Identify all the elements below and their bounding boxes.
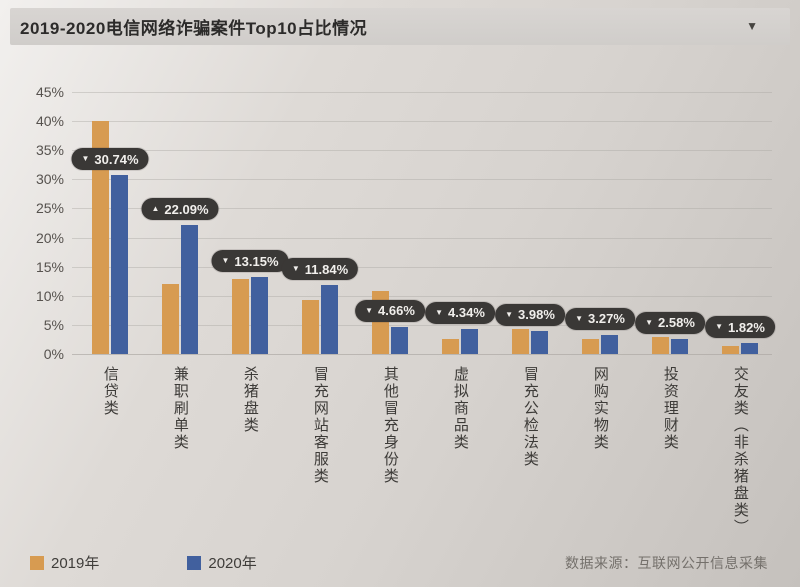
value-label-pill: ▼ 4.66%	[355, 299, 425, 322]
down-triangle-icon: ▼	[81, 154, 90, 164]
down-triangle-icon: ▼	[291, 264, 300, 274]
category-label-5: 其他冒充身份类	[381, 366, 399, 485]
bar-2019-6	[442, 339, 459, 354]
down-triangle-icon: ▼	[221, 256, 230, 266]
bar-2019-7	[512, 328, 529, 354]
value-label-text: 4.34%	[448, 305, 485, 321]
bar-2019-4	[302, 299, 319, 354]
gridline-10	[72, 295, 772, 297]
down-triangle-icon: ▼	[575, 313, 584, 323]
value-label-pill: ▼ 2.58%	[635, 311, 705, 334]
value-label-pill: ▼ 13.15%	[211, 250, 289, 273]
gridline-25	[72, 208, 772, 210]
bar-2020-10	[741, 343, 758, 354]
legend-swatch-2020	[187, 555, 202, 570]
y-axis-tick-label: 0%	[43, 346, 64, 362]
category-label-8: 网购实物类	[591, 366, 609, 451]
value-label-text: 3.98%	[518, 307, 555, 323]
gridline-5	[72, 324, 772, 326]
y-axis-tick-label: 25%	[35, 200, 64, 217]
chart-legend: 2019年 2020年	[30, 552, 257, 573]
category-label-10: 交友类（非杀猪盘类）	[731, 366, 749, 536]
bar-2019-9	[652, 336, 669, 354]
value-label-text: 30.74%	[94, 151, 139, 167]
value-label-pill: ▼ 11.84%	[281, 258, 359, 281]
bar-2020-6	[461, 328, 478, 354]
bar-2019-10	[722, 345, 739, 354]
bar-2020-3	[251, 277, 268, 354]
bar-2020-8	[601, 334, 618, 354]
value-label-text: 22.09%	[164, 201, 209, 217]
value-label-pill: ▼ 30.74%	[71, 148, 149, 171]
value-label-text: 3.27%	[588, 311, 625, 327]
y-axis-tick-label: 40%	[35, 113, 64, 130]
bar-2019-3	[232, 279, 249, 354]
gridline-0	[72, 354, 772, 355]
category-label-3: 杀猪盘类	[241, 366, 259, 434]
category-label-6: 虚拟商品类	[451, 366, 469, 451]
down-triangle-icon: ▼	[365, 305, 374, 315]
down-triangle-icon: ▼	[645, 317, 654, 327]
legend-swatch-2019	[30, 555, 44, 570]
y-axis-tick-label: 15%	[35, 258, 64, 275]
category-label-4: 冒充网站客服类	[311, 366, 329, 485]
legend-label-2020: 2020年	[208, 555, 257, 572]
gridline-40	[72, 121, 772, 123]
bar-2020-7	[531, 330, 548, 354]
gridline-20	[72, 237, 772, 239]
value-label-text: 2.58%	[658, 315, 695, 331]
down-triangle-icon: ▼	[715, 322, 724, 332]
bar-2019-1	[92, 121, 109, 354]
value-label-pill: ▼ 3.27%	[565, 307, 635, 330]
value-label-pill: ▼ 3.98%	[495, 303, 565, 326]
value-label-pill: ▲ 22.09%	[141, 198, 219, 221]
category-label-9: 投资理财类	[661, 366, 679, 451]
value-label-text: 11.84%	[304, 261, 349, 277]
y-axis-tick-label: 10%	[35, 287, 64, 304]
value-label-text: 1.82%	[728, 319, 765, 335]
down-triangle-icon: ▼	[505, 309, 514, 319]
down-triangle-icon: ▼	[435, 307, 444, 317]
legend-label-2019: 2019年	[51, 555, 100, 572]
y-axis-tick-label: 20%	[35, 229, 64, 246]
gridline-30	[72, 179, 772, 181]
bar-2020-1	[111, 175, 128, 354]
bar-2019-2	[162, 284, 179, 354]
category-label-1: 信贷类	[101, 366, 119, 417]
dropdown-arrow-icon[interactable]: ▼	[746, 19, 758, 33]
category-label-2: 兼职刷单类	[171, 366, 189, 451]
value-label-pill: ▼ 4.34%	[425, 301, 495, 324]
bar-2020-2	[181, 225, 198, 354]
y-axis-tick-label: 45%	[35, 84, 64, 100]
bar-2020-5	[391, 326, 408, 354]
chart-title-bar: 2019-2020电信网络诈骗案件Top10占比情况 ▼	[10, 8, 790, 45]
gridline-45	[72, 92, 772, 93]
y-axis-tick-label: 5%	[43, 316, 64, 333]
category-label-7: 冒充公检法类	[521, 366, 539, 468]
gridline-35	[72, 150, 772, 152]
data-source-note: 数据来源：互联网公开信息采集	[565, 555, 768, 571]
value-label-text: 13.15%	[234, 253, 279, 269]
chart-title: 2019-2020电信网络诈骗案件Top10占比情况	[20, 19, 368, 38]
y-axis-tick-label: 35%	[35, 142, 64, 159]
bar-2019-8	[582, 339, 599, 354]
value-label-text: 4.66%	[378, 303, 415, 319]
bar-2020-4	[321, 285, 338, 354]
gridline-15	[72, 266, 772, 268]
value-label-pill: ▼ 1.82%	[705, 316, 775, 339]
bar-2020-9	[671, 338, 688, 354]
up-triangle-icon: ▲	[151, 204, 160, 214]
y-axis-tick-label: 30%	[35, 171, 64, 188]
